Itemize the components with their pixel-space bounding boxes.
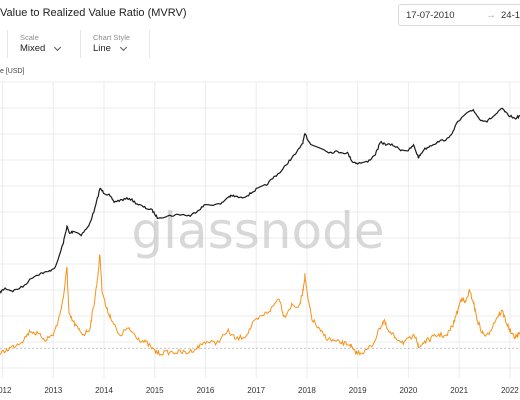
scale-value: Mixed [20, 43, 46, 54]
chart-style-select[interactable]: Chart Style Line [81, 30, 150, 58]
x-tick-label: 2019 [349, 386, 367, 395]
scale-select[interactable]: Scale Mixed [8, 30, 81, 58]
x-axis-ticks: 2012 2013 2014 2015 2016 2017 2018 2019 2020 2021… [0, 386, 519, 395]
x-tick-label: 2017 [247, 386, 265, 395]
x-tick-label: 2020 [399, 386, 417, 395]
x-tick-label: 2016 [197, 386, 215, 395]
watermark-logo: glassnode [131, 202, 384, 260]
x-tick-label: 2021 [450, 386, 468, 395]
date-range-picker[interactable]: 17-07-2010 → 24-12 [398, 4, 520, 26]
x-tick-label: 2013 [44, 386, 62, 395]
price-series-line [0, 107, 520, 294]
mvrv-series-line [0, 254, 520, 356]
date-end-input[interactable]: 24-12 [501, 9, 520, 21]
price-axis-label: e [USD] [0, 68, 25, 75]
chart-title: Value to Realized Value Ratio (MVRV) [0, 7, 187, 19]
partial-control[interactable] [0, 30, 8, 58]
chart-style-label: Chart Style [93, 33, 131, 42]
x-tick-label: 2012 [0, 386, 12, 395]
date-start-input[interactable]: 17-07-2010 [406, 9, 455, 21]
x-tick-label: 2018 [298, 386, 316, 395]
date-range-arrow-icon: → [486, 9, 496, 21]
chart-grid [0, 81, 520, 378]
chart-style-value: Line [93, 43, 111, 54]
x-tick-label: 2015 [146, 386, 164, 395]
scale-label: Scale [20, 33, 39, 42]
chart-controls: Scale Mixed Chart Style Line [0, 30, 150, 58]
x-tick-label: 2014 [95, 386, 113, 395]
x-tick-label: 2022 [501, 386, 519, 395]
